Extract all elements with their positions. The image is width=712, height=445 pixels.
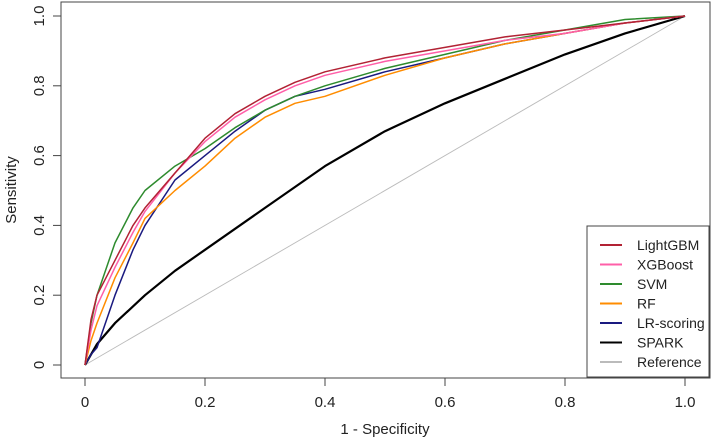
series-line-lightgbm bbox=[84, 15, 686, 366]
series-line-rf bbox=[84, 15, 686, 366]
y-tick-label: 0.4 bbox=[31, 215, 48, 236]
legend-box bbox=[586, 225, 710, 378]
y-axis-label: Sensitivity bbox=[3, 156, 20, 224]
legend-label: LightGBM bbox=[637, 237, 699, 253]
series-line-xgboost bbox=[84, 15, 686, 366]
legend-label: SVM bbox=[637, 276, 667, 292]
plot-frame bbox=[60, 1, 711, 379]
x-tick-label: 0.8 bbox=[555, 394, 576, 411]
series-line-reference bbox=[84, 15, 686, 366]
series-line-spark bbox=[84, 14, 686, 366]
x-tick-label: 0.6 bbox=[435, 394, 456, 411]
x-axis-label: 1 - Specificity bbox=[340, 421, 430, 438]
y-tick-label: 0 bbox=[31, 361, 48, 369]
legend-label: XGBoost bbox=[637, 257, 693, 273]
x-tick-label: 0.4 bbox=[315, 394, 336, 411]
y-tick-label: 0.2 bbox=[31, 285, 48, 306]
legend-label: SPARK bbox=[637, 335, 684, 351]
x-tick-label: 1.0 bbox=[675, 394, 696, 411]
y-tick-label: 0.8 bbox=[31, 75, 48, 96]
y-tick-label: 1.0 bbox=[31, 6, 48, 27]
x-tick-label: 0.2 bbox=[195, 394, 216, 411]
legend-label: RF bbox=[637, 296, 656, 312]
x-tick-label: 0 bbox=[81, 394, 89, 411]
y-tick-label: 0.6 bbox=[31, 145, 48, 166]
legend-label: Reference bbox=[637, 354, 702, 370]
legend-label: LR-scoring bbox=[637, 315, 705, 331]
